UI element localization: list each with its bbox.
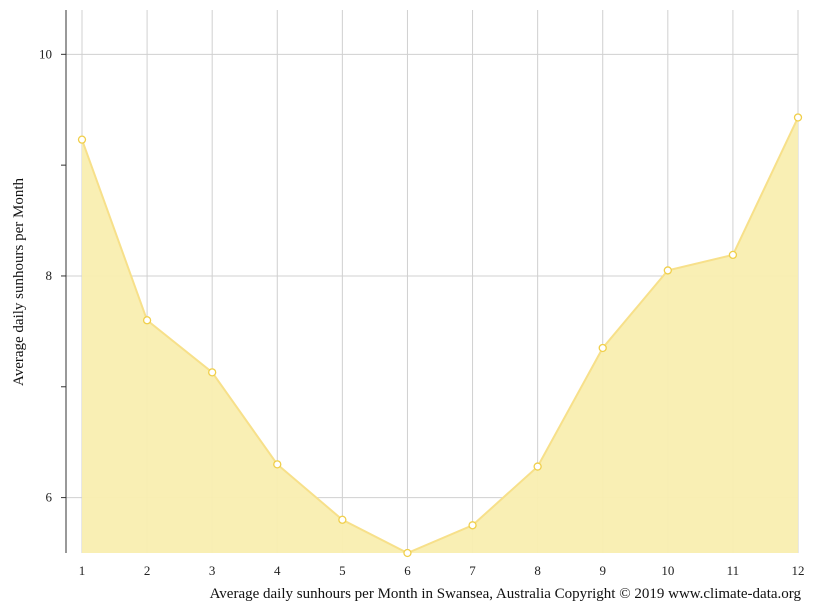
y-axis-ticks: 6 8 10 bbox=[39, 46, 66, 505]
data-point-month-10 bbox=[663, 266, 672, 275]
x-tick-label: 2 bbox=[144, 563, 151, 578]
x-tick-label: 4 bbox=[274, 563, 281, 578]
x-tick-label: 7 bbox=[469, 563, 476, 578]
data-point-month-1 bbox=[77, 135, 87, 144]
data-point-month-11 bbox=[728, 250, 738, 260]
x-tick-label: 9 bbox=[599, 563, 606, 578]
chart-caption: Average daily sunhours per Month in Swan… bbox=[210, 586, 802, 602]
x-axis-ticks: 1 2 3 4 5 6 7 8 9 10 11 12 bbox=[79, 563, 805, 578]
x-tick-label: 1 bbox=[79, 563, 86, 578]
y-tick-label: 8 bbox=[46, 268, 53, 283]
y-axis-title: Average daily sunhours per Month bbox=[11, 178, 27, 387]
data-point-month-5 bbox=[338, 515, 347, 524]
y-tick-label: 6 bbox=[46, 490, 53, 505]
x-tick-label: 5 bbox=[339, 563, 346, 578]
data-point-month-7 bbox=[468, 521, 477, 530]
data-point-month-4 bbox=[273, 460, 282, 469]
x-tick-label: 6 bbox=[404, 563, 411, 578]
x-tick-label: 8 bbox=[534, 563, 541, 578]
data-point-month-9 bbox=[598, 343, 607, 353]
x-tick-label: 3 bbox=[209, 563, 216, 578]
data-point-month-6 bbox=[403, 548, 412, 558]
x-tick-label: 10 bbox=[661, 563, 674, 578]
data-point-month-3 bbox=[208, 368, 217, 377]
data-point-month-12 bbox=[793, 113, 803, 122]
sunhours-series-line bbox=[81, 117, 799, 555]
x-tick-label: 12 bbox=[792, 563, 805, 578]
data-point-month-8 bbox=[533, 462, 542, 471]
data-point-markers bbox=[77, 113, 803, 558]
x-tick-label: 11 bbox=[727, 563, 740, 578]
sunhours-area-fill bbox=[82, 117, 798, 554]
data-point-month-2 bbox=[142, 316, 152, 325]
y-tick-label: 10 bbox=[39, 46, 52, 61]
